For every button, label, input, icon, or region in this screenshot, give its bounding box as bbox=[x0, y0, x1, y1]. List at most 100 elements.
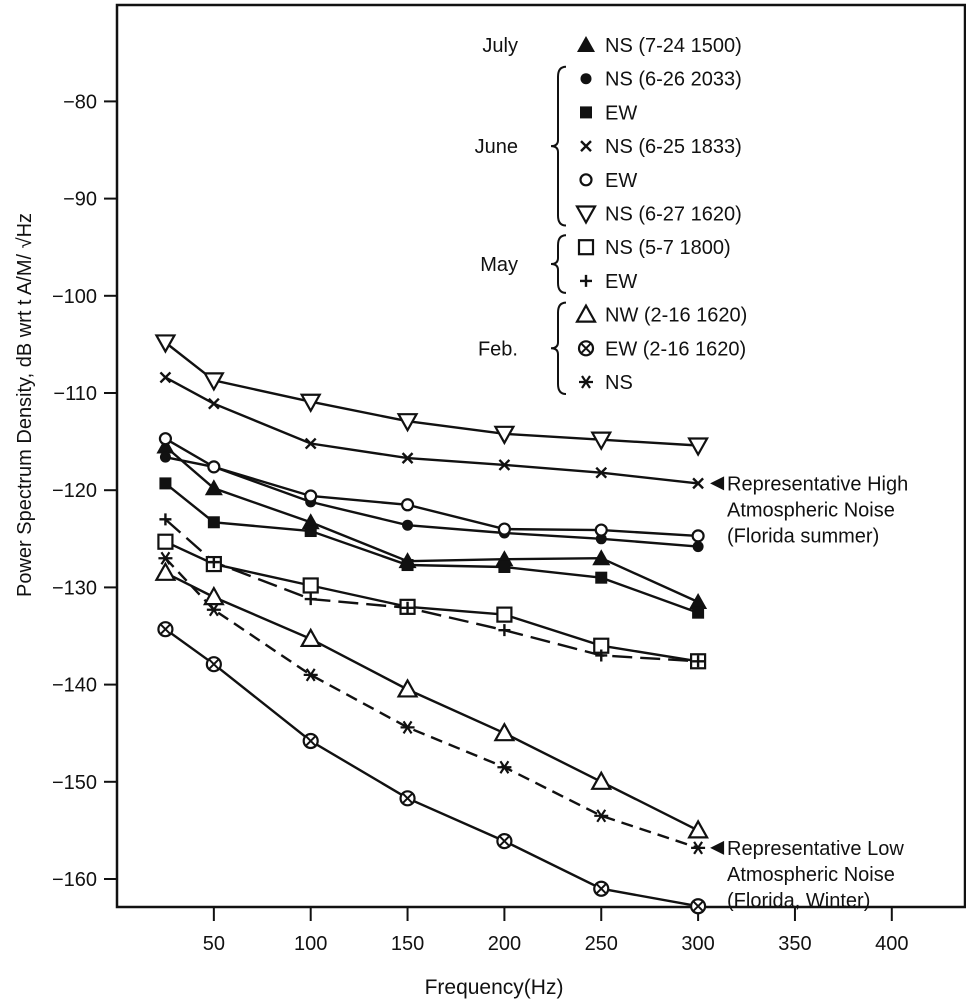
data-point bbox=[691, 529, 705, 543]
data-point bbox=[304, 437, 317, 450]
data-point bbox=[304, 593, 317, 606]
y-tick-label: −80 bbox=[63, 91, 97, 113]
legend-entry-label: NS (7-24 1500) bbox=[605, 35, 742, 57]
y-tick-label: −100 bbox=[52, 286, 97, 308]
data-point bbox=[399, 790, 416, 807]
x-tick-label: 300 bbox=[681, 933, 714, 955]
y-axis-ticks: −80 −90 −100 −110 −120 −130 −140 −150 −160 bbox=[52, 91, 117, 891]
x-tick-label: 200 bbox=[488, 933, 521, 955]
data-point bbox=[493, 425, 516, 446]
y-tick-label: −90 bbox=[63, 189, 97, 211]
annotation-text: Atmospheric Noise bbox=[727, 499, 895, 521]
data-point bbox=[400, 720, 415, 734]
legend-marker bbox=[579, 375, 593, 389]
data-point bbox=[692, 477, 704, 490]
data-point bbox=[302, 577, 319, 594]
data-point bbox=[402, 519, 414, 531]
y-tick-label: −150 bbox=[52, 772, 97, 794]
y-tick-label: −160 bbox=[52, 869, 97, 891]
data-point bbox=[590, 431, 613, 451]
series-line bbox=[164, 482, 699, 614]
data-point bbox=[159, 451, 171, 463]
data-point bbox=[303, 668, 318, 682]
data-point bbox=[205, 656, 222, 673]
data-point bbox=[498, 459, 511, 471]
data-point bbox=[595, 466, 608, 479]
legend-entry-label: EW (2-16 1620) bbox=[605, 338, 746, 360]
y-tick-label: −110 bbox=[53, 383, 97, 405]
data-point bbox=[207, 556, 220, 569]
data-point bbox=[206, 603, 221, 617]
data-point bbox=[401, 559, 414, 572]
legend-marker bbox=[580, 106, 592, 119]
x-axis-label: Frequency(Hz) bbox=[425, 976, 564, 999]
data-point bbox=[590, 770, 613, 790]
legend-entry-label: EW bbox=[605, 271, 637, 293]
data-point bbox=[299, 627, 322, 648]
data-point bbox=[692, 541, 704, 553]
data-point bbox=[157, 621, 174, 638]
series-line bbox=[164, 628, 699, 908]
legend: NS (7-24 1500) July NS (6-26 2033) EW NS (6-… bbox=[475, 35, 747, 395]
data-point bbox=[207, 516, 220, 529]
annotation-text: Representative Low bbox=[727, 838, 904, 860]
data-point bbox=[594, 809, 609, 823]
x-tick-label: 50 bbox=[203, 933, 225, 955]
legend-marker bbox=[575, 303, 597, 323]
legend-entry-label: NS (6-26 2033) bbox=[605, 69, 742, 91]
legend-brace bbox=[550, 234, 567, 294]
legend-entry-label: EW bbox=[605, 170, 637, 192]
legend-group-label: July bbox=[482, 35, 518, 57]
legend-entry-label: EW bbox=[605, 102, 637, 124]
annotation-arrowhead bbox=[710, 840, 725, 855]
data-point bbox=[396, 678, 419, 698]
series-line bbox=[165, 456, 699, 548]
data-point bbox=[202, 585, 225, 606]
annotation-text: Representative High bbox=[727, 473, 908, 495]
data-point bbox=[498, 624, 511, 637]
data-point bbox=[498, 560, 511, 573]
legend-entry-label: NS (6-25 1833) bbox=[605, 136, 742, 158]
legend-entry-label: NS bbox=[605, 372, 633, 394]
data-point bbox=[689, 898, 707, 915]
y-tick-label: −130 bbox=[52, 577, 97, 599]
plot-frame bbox=[115, 3, 966, 909]
x-tick-label: 250 bbox=[585, 933, 618, 955]
data-point bbox=[401, 601, 414, 614]
legend-marker bbox=[575, 205, 597, 225]
data-point bbox=[593, 880, 610, 897]
data-point bbox=[692, 606, 705, 619]
legend-marker bbox=[577, 340, 595, 357]
legend-marker bbox=[577, 36, 595, 52]
series-line bbox=[164, 557, 699, 850]
annotation-text: Atmospheric Noise bbox=[727, 864, 895, 886]
data-point bbox=[299, 393, 322, 413]
y-axis-label: Power Spectrum Density, dB wrt t A/M/ √H… bbox=[14, 213, 36, 597]
data-point bbox=[497, 522, 511, 536]
legend-entry-label: NS (6-27 1620) bbox=[605, 204, 742, 226]
legend-brace bbox=[550, 301, 567, 395]
legend-marker bbox=[580, 140, 592, 152]
data-point bbox=[692, 655, 705, 668]
data-point bbox=[594, 523, 608, 537]
data-point bbox=[204, 479, 223, 496]
data-point bbox=[302, 732, 319, 750]
legend-group-label: Feb. bbox=[478, 338, 518, 360]
x-tick-label: 100 bbox=[294, 933, 327, 955]
data-point bbox=[157, 533, 174, 550]
legend-marker bbox=[577, 239, 595, 256]
data-point bbox=[595, 649, 608, 662]
data-point bbox=[208, 397, 220, 410]
annotation-text: (Florida summer) bbox=[727, 525, 879, 547]
legend-brace bbox=[550, 65, 567, 227]
data-point bbox=[158, 551, 173, 565]
data-point bbox=[159, 513, 172, 526]
data-point bbox=[496, 832, 513, 850]
data-point bbox=[154, 561, 177, 581]
data-point bbox=[156, 437, 175, 454]
data-point bbox=[687, 819, 709, 839]
data-point bbox=[687, 437, 709, 457]
x-tick-label: 150 bbox=[391, 933, 424, 955]
data-point bbox=[595, 571, 608, 584]
